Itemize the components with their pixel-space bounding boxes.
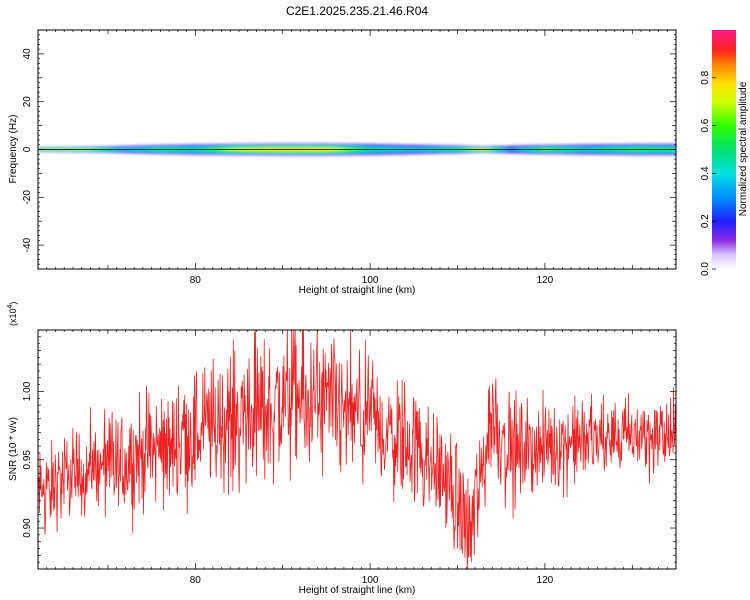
snr-frame <box>37 329 677 570</box>
snr-x-tick-label: 80 <box>190 575 202 586</box>
spectrogram-panel: 80 100 120 -40 -20 0 20 40 Height of straight … <box>8 29 677 296</box>
snr-y-tick-label: 0.95 <box>22 450 33 470</box>
snr-x-tick-label: 100 <box>362 575 379 586</box>
colorbar-tick-label: 0.0 <box>700 262 711 276</box>
spectrogram-y-tick-label: 40 <box>22 48 33 60</box>
colorbar-gradient <box>712 30 736 269</box>
spectrogram-y-tick-label: 0 <box>22 146 33 152</box>
spectrogram-y-tick-label: -20 <box>22 190 33 205</box>
snr-y-tick-label: 0.90 <box>22 518 33 538</box>
spectrogram-xlabel: Height of straight line (km) <box>299 285 416 296</box>
snr-y-tick-label: 1.00 <box>22 381 33 401</box>
spectrogram-ylabel: Frequency (Hz) <box>8 115 19 184</box>
snr-series-line <box>38 330 676 569</box>
figure-title: C2E1.2025.235.21.46.R04 <box>286 4 428 18</box>
colorbar-tick-label: 0.8 <box>700 70 711 84</box>
snr-xlabel: Height of straight line (km) <box>299 585 416 596</box>
spectrogram-x-tick-label: 120 <box>537 275 554 286</box>
snr-ylabel: SNR (10 * v/v) <box>8 417 19 481</box>
spectrogram-band <box>38 142 676 157</box>
colorbar: 0.0 0.2 0.4 0.6 0.8 Normalized spectral ampl… <box>700 30 749 276</box>
snr-panel: 80 100 120 0.90 0.95 1.00 Height of straight… <box>7 302 677 596</box>
colorbar-tick-label: 0.2 <box>700 214 711 228</box>
colorbar-label: Normalized spectral amplitude <box>738 81 749 216</box>
snr-x-tick-label: 120 <box>537 575 554 586</box>
colorbar-tick-label: 0.4 <box>700 166 711 180</box>
spectrogram-y-tick-label: -40 <box>22 237 33 252</box>
spectrogram-x-tick-label: 100 <box>362 275 379 286</box>
snr-scale-label: (x104) <box>7 302 18 326</box>
spectrogram-x-tick-label: 80 <box>190 275 202 286</box>
spectrogram-y-tick-label: 20 <box>22 96 33 108</box>
colorbar-tick-label: 0.6 <box>700 118 711 132</box>
